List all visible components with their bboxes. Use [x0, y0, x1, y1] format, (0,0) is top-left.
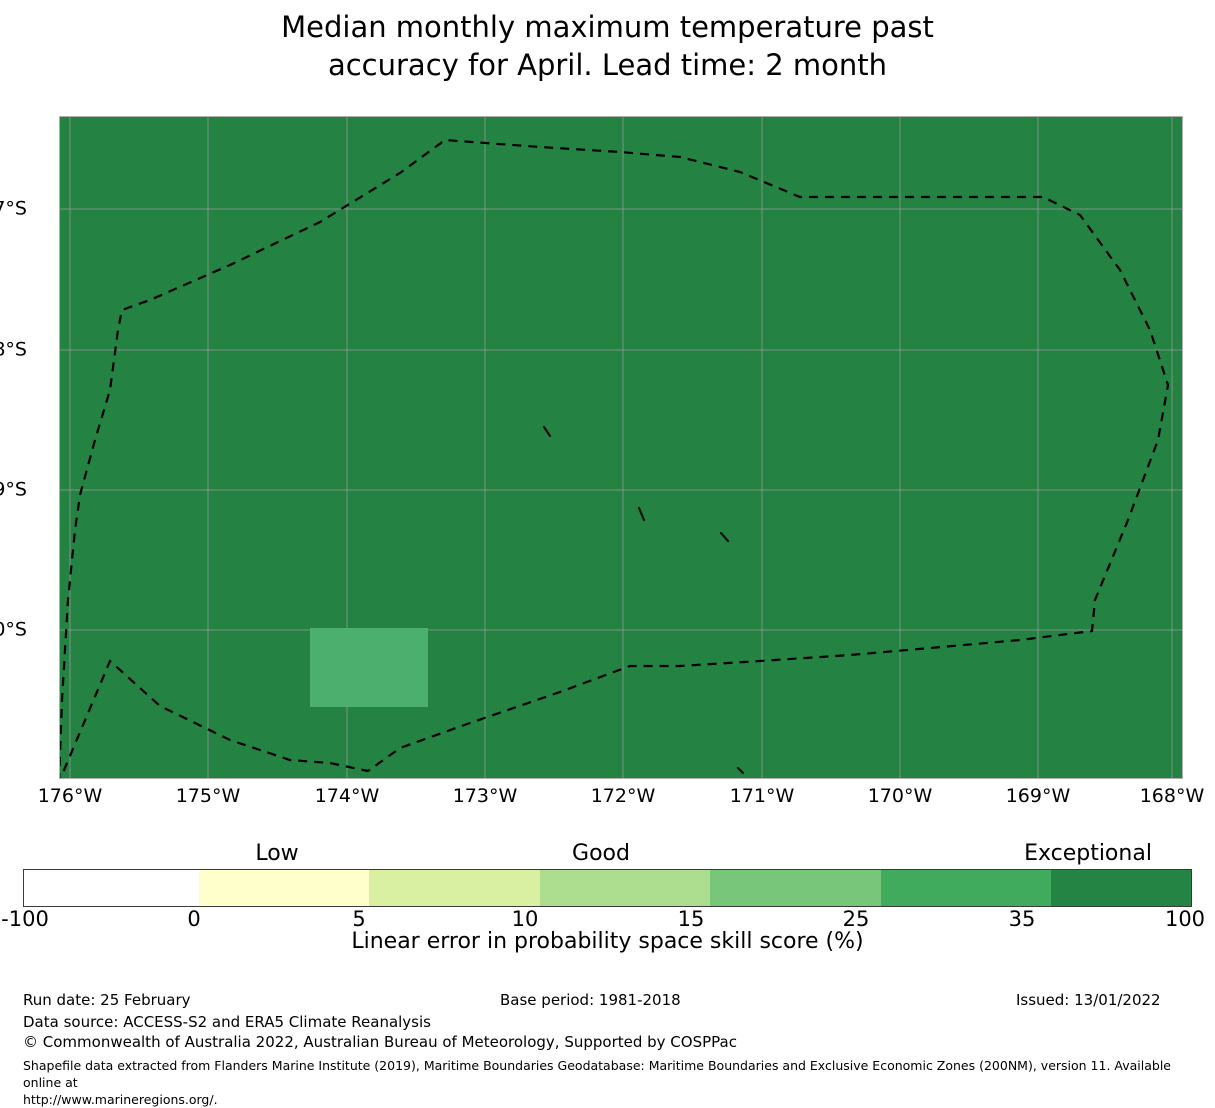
footer-data-source: Data source: ACCESS-S2 and ERA5 Climate …: [23, 1013, 431, 1031]
x-tick-label: 172°W: [590, 785, 656, 807]
footer-run-date: Run date: 25 February: [23, 991, 191, 1009]
x-tick-label: 168°W: [1139, 785, 1205, 807]
map-plot: [59, 116, 1183, 779]
colorbar-segment: [539, 870, 711, 906]
colorbar-segment: [369, 870, 540, 906]
y-tick-label: 9°S: [0, 478, 27, 501]
map-svg: [59, 116, 1183, 779]
footer-issued-date: Issued: 13/01/2022: [1016, 991, 1161, 1009]
colorbar-tick-label: -100: [1, 907, 49, 931]
page-title: Median monthly maximum temperature past …: [281, 10, 934, 82]
y-tick-label: 8°S: [0, 338, 27, 361]
colorbar-tick-label: 5: [352, 907, 366, 931]
colorbar-tick-label: 0: [187, 907, 201, 931]
x-tick-label: 170°W: [867, 785, 933, 807]
colorbar-tick-label: 10: [511, 907, 539, 931]
colorbar-category-label: Low: [255, 841, 299, 866]
colorbar-category-label: Good: [572, 841, 630, 866]
x-tick-label: 173°W: [452, 785, 518, 807]
eez-boundary-line: [59, 138, 1170, 779]
island-outline: [542, 425, 552, 438]
colorbar-tick-label: 15: [677, 907, 705, 931]
colorbar-caption: Linear error in probability space skill …: [351, 929, 864, 954]
colorbar-gradient: [23, 869, 1192, 907]
colorbar-segment: [880, 870, 1051, 906]
colorbar-segment: [24, 870, 200, 906]
colorbar-tick-label: 100: [1164, 907, 1206, 931]
colorbar-segment: [199, 870, 370, 906]
y-tick-label: 10°S: [0, 618, 27, 641]
colorbar-segment: [710, 870, 881, 906]
x-tick-label: 169°W: [1005, 785, 1071, 807]
colorbar-tick-label: 35: [1008, 907, 1036, 931]
x-tick-label: 171°W: [729, 785, 795, 807]
footer-base-period: Base period: 1981-2018: [500, 991, 681, 1009]
colorbar: [23, 869, 1192, 907]
map-canvas: [59, 116, 1183, 779]
footer-shapefile-attribution: Shapefile data extracted from Flanders M…: [23, 1058, 1171, 1107]
footer-copyright: © Commonwealth of Australia 2022, Austra…: [23, 1033, 737, 1051]
island-outline: [637, 506, 646, 522]
colorbar-category-label: Exceptional: [1024, 841, 1152, 866]
heatmap-cell: [310, 628, 428, 707]
x-tick-label: 175°W: [175, 785, 241, 807]
colorbar-tick-label: 25: [842, 907, 870, 931]
y-tick-label: 7°S: [0, 197, 27, 220]
island-outline: [736, 766, 745, 775]
x-tick-label: 174°W: [314, 785, 380, 807]
x-tick-label: 176°W: [37, 785, 103, 807]
colorbar-segment: [1050, 870, 1191, 906]
island-outline: [719, 531, 730, 543]
